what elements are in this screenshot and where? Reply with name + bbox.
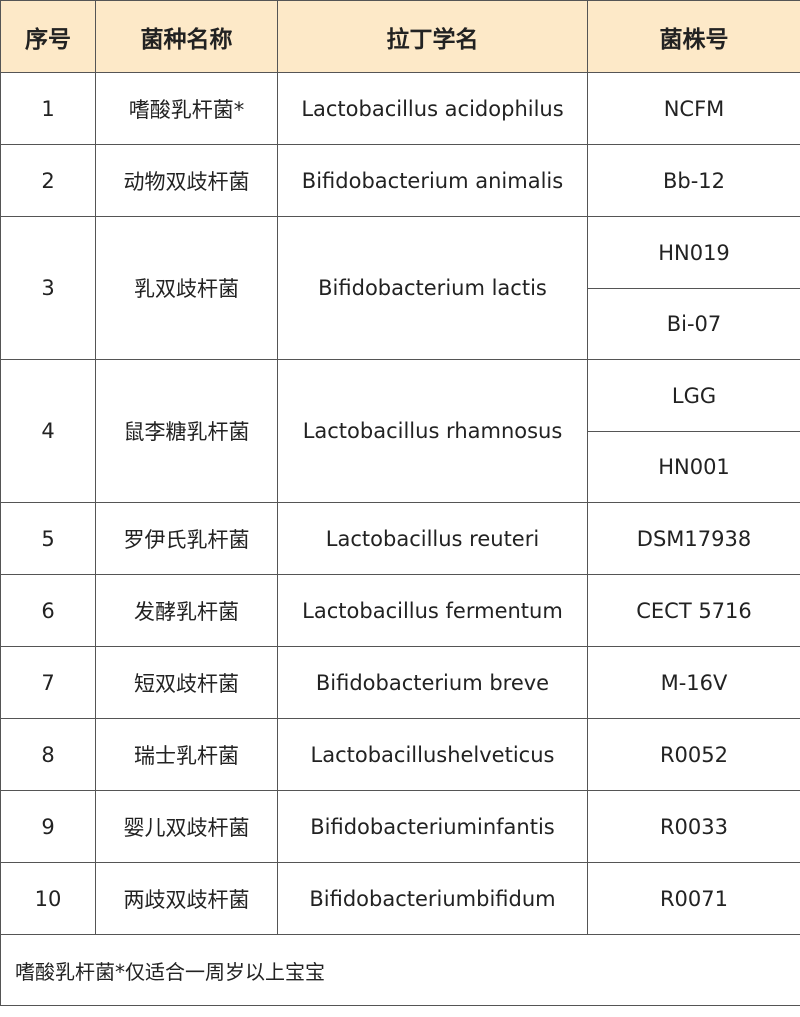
cell-strain: HN019 — [587, 216, 800, 289]
cell-name: 鼠李糖乳杆菌 — [95, 359, 278, 503]
cell-latin: Lactobacillushelveticus — [277, 718, 588, 791]
cell-no: 6 — [0, 574, 96, 647]
cell-strain: NCFM — [587, 72, 800, 145]
cell-name: 嗜酸乳杆菌* — [95, 72, 278, 145]
cell-strain: CECT 5716 — [587, 574, 800, 647]
cell-latin: Bifidobacterium lactis — [277, 216, 588, 360]
cell-strain: Bi-07 — [587, 288, 800, 360]
header-row: 序号 菌种名称 拉丁学名 菌株号 — [0, 0, 800, 73]
table-body: 1 嗜酸乳杆菌* Lactobacillus acidophilus NCFM 2 动物双… — [0, 72, 800, 935]
cell-name: 瑞士乳杆菌 — [95, 718, 278, 791]
cell-no: 5 — [0, 502, 96, 575]
table-row: 6 发酵乳杆菌 Lactobacillus fermentum CECT 5716 — [0, 574, 800, 647]
header-no: 序号 — [0, 0, 96, 73]
cell-latin: Bifidobacterium breve — [277, 646, 588, 719]
cell-name: 两歧双歧杆菌 — [95, 862, 278, 935]
cell-latin: Bifidobacteriumbifidum — [277, 862, 588, 935]
cell-latin: Lactobacillus fermentum — [277, 574, 588, 647]
table-row: 3 乳双歧杆菌 Bifidobacterium lactis HN019 — [0, 216, 800, 360]
cell-strain: R0071 — [587, 862, 800, 935]
cell-latin: Lactobacillus rhamnosus — [277, 359, 588, 503]
table-subrow: Bi-07 — [1, 288, 800, 360]
cell-name: 发酵乳杆菌 — [95, 574, 278, 647]
cell-no: 3 — [0, 216, 96, 360]
cell-strain: Bb-12 — [587, 144, 800, 217]
cell-strain: M-16V — [587, 646, 800, 719]
footnote: 嗜酸乳杆菌*仅适合一周岁以上宝宝 — [0, 934, 800, 1006]
cell-name: 短双歧杆菌 — [95, 646, 278, 719]
cell-no: 9 — [0, 790, 96, 863]
cell-no: 7 — [0, 646, 96, 719]
footnote-row: 嗜酸乳杆菌*仅适合一周岁以上宝宝 — [0, 934, 800, 1006]
header-name: 菌种名称 — [95, 0, 278, 73]
table-row: 9 婴儿双歧杆菌 Bifidobacteriuminfantis R0033 — [0, 790, 800, 863]
cell-strain: R0052 — [587, 718, 800, 791]
cell-no: 10 — [0, 862, 96, 935]
cell-latin: Bifidobacteriuminfantis — [277, 790, 588, 863]
table-row: 10 两歧双歧杆菌 Bifidobacteriumbifidum R0071 — [0, 862, 800, 935]
cell-name: 乳双歧杆菌 — [95, 216, 278, 360]
cell-latin: Bifidobacterium animalis — [277, 144, 588, 217]
cell-latin: Lactobacillus reuteri — [277, 502, 588, 575]
cell-no: 2 — [0, 144, 96, 217]
cell-latin: Lactobacillus acidophilus — [277, 72, 588, 145]
header-strain: 菌株号 — [587, 0, 800, 73]
cell-name: 婴儿双歧杆菌 — [95, 790, 278, 863]
cell-name: 罗伊氏乳杆菌 — [95, 502, 278, 575]
table-row: 5 罗伊氏乳杆菌 Lactobacillus reuteri DSM17938 — [0, 502, 800, 575]
table-subrow: HN001 — [1, 431, 800, 503]
table-row: 2 动物双歧杆菌 Bifidobacterium animalis Bb-12 — [0, 144, 800, 217]
cell-no: 4 — [0, 359, 96, 503]
cell-strain: R0033 — [587, 790, 800, 863]
table-row: 7 短双歧杆菌 Bifidobacterium breve M-16V — [0, 646, 800, 719]
cell-no: 8 — [0, 718, 96, 791]
cell-no: 1 — [0, 72, 96, 145]
cell-strain: DSM17938 — [587, 502, 800, 575]
table-row: 1 嗜酸乳杆菌* Lactobacillus acidophilus NCFM — [0, 72, 800, 145]
cell-name: 动物双歧杆菌 — [95, 144, 278, 217]
cell-strain: HN001 — [587, 431, 800, 503]
header-latin: 拉丁学名 — [277, 0, 588, 73]
cell-strain: LGG — [587, 359, 800, 432]
table-row: 8 瑞士乳杆菌 Lactobacillushelveticus R0052 — [0, 718, 800, 791]
table-row: 4 鼠李糖乳杆菌 Lactobacillus rhamnosus LGG — [0, 359, 800, 503]
